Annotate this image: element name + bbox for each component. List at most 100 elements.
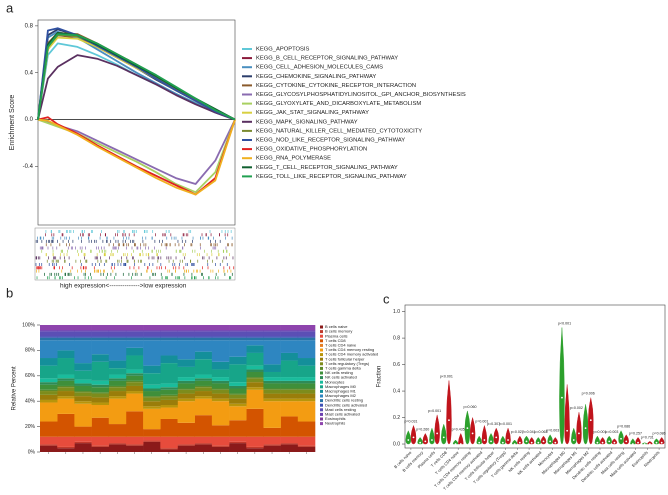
bar-segment	[160, 389, 178, 395]
bar-segment	[143, 325, 161, 331]
p-value: p=0.001	[499, 422, 512, 426]
bar-segment	[40, 378, 58, 383]
legend-swatch	[320, 330, 323, 334]
bar-segment	[74, 392, 92, 397]
violin	[488, 433, 494, 445]
bar-segment	[263, 427, 281, 437]
violin	[417, 437, 423, 445]
bar-segment	[57, 337, 75, 341]
bar-segment	[40, 365, 58, 379]
bar-segment	[125, 445, 144, 452]
bar-segment	[74, 379, 92, 384]
median-dot	[431, 439, 433, 441]
bar-segment	[108, 331, 127, 337]
p-value: p=0.086	[653, 431, 666, 435]
bar-segment	[143, 401, 161, 407]
bar-segment	[91, 445, 110, 447]
violin	[611, 438, 618, 445]
y-tick-label: 0.2	[393, 415, 400, 421]
y-tick-label: 0.0	[25, 117, 34, 123]
bar-segment	[246, 345, 264, 353]
median-dot	[436, 432, 439, 435]
bar-segment	[246, 369, 264, 372]
bar-segment	[246, 382, 264, 388]
bar-segment	[91, 393, 110, 398]
bar-segment	[108, 444, 127, 452]
bar-segment	[246, 378, 264, 383]
bar-segment	[160, 449, 178, 452]
bar-segment	[125, 393, 144, 412]
bar-segment	[246, 446, 264, 449]
bar-segment	[74, 336, 92, 338]
median-dot	[572, 439, 575, 441]
bar-segment	[229, 356, 247, 365]
violin	[422, 433, 429, 445]
bar-segment	[125, 436, 144, 445]
violin	[599, 437, 606, 445]
bar-segment	[246, 331, 264, 337]
p-value: p=0.307	[487, 422, 500, 426]
bar-segment	[194, 336, 213, 338]
bar-segment	[125, 340, 144, 348]
bar-segment	[263, 436, 281, 445]
bar-segment	[280, 388, 299, 390]
legend-label: KEGG_B_CELL_RECEPTOR_SIGNALING_PATHWAY	[256, 56, 398, 62]
legend-swatch	[320, 371, 323, 375]
p-value: p=0.063	[534, 430, 547, 434]
legend-swatch	[320, 366, 323, 370]
bar-segment	[177, 436, 195, 445]
bar-segment	[125, 325, 144, 331]
bar-segment	[125, 355, 144, 370]
bar-segment	[211, 325, 230, 331]
legend-label: KEGG_CHEMOKINE_SIGNALING_PATHWAY	[256, 74, 376, 80]
bar-segment	[91, 405, 110, 418]
bar-segment	[40, 330, 58, 332]
legend-label: T cells CD4 memory resting	[325, 347, 374, 352]
bar-segment	[263, 393, 281, 399]
bar-segment	[143, 440, 161, 442]
legend-label: Monocytes	[325, 379, 344, 384]
violin	[493, 427, 499, 445]
legend-label: Plasma cells	[325, 333, 347, 338]
bar-segment	[74, 443, 92, 452]
bar-segment	[280, 398, 299, 402]
violin	[523, 435, 530, 445]
median-dot	[507, 439, 509, 441]
median-dot	[454, 443, 457, 445]
bar-segment	[297, 358, 316, 366]
bar-segment	[194, 351, 213, 360]
bar-segment	[211, 361, 230, 370]
violin	[469, 416, 476, 445]
bar-segment	[160, 325, 178, 331]
bar-segment	[297, 365, 316, 378]
bar-segment	[40, 340, 58, 359]
median-dot	[613, 441, 616, 444]
legend-swatch	[320, 385, 323, 389]
legend-swatch	[320, 417, 323, 421]
bar-segment	[211, 446, 230, 452]
legend-label: KEGG_MAPK_SIGNALING_PATHWAY	[256, 119, 358, 125]
bar-segment	[57, 336, 75, 338]
bar-segment	[74, 426, 92, 437]
bar-segment	[229, 382, 247, 386]
median-dot	[620, 437, 622, 440]
median-dot	[448, 419, 450, 422]
bar-segment	[160, 418, 178, 437]
bar-segment	[211, 425, 230, 437]
median-dot	[495, 436, 498, 439]
bar-segment	[40, 399, 58, 403]
legend-swatch	[320, 376, 323, 380]
bar-segment	[211, 336, 230, 338]
median-dot	[648, 443, 651, 445]
bar-segment	[177, 388, 195, 390]
y-axis-label: Relative Percent	[12, 366, 18, 410]
bar-segment	[177, 336, 195, 338]
violin	[606, 435, 612, 445]
median-dot	[525, 440, 528, 443]
bar-segment	[263, 401, 281, 428]
enrichment-curve	[37, 54, 236, 121]
p-value: p=0.001	[475, 419, 488, 423]
legend-label: KEGG_NATURAL_KILLER_CELL_MEDIATED_CYTOTO…	[256, 128, 422, 134]
bar-segment	[246, 352, 264, 366]
bar-segment	[194, 415, 213, 437]
